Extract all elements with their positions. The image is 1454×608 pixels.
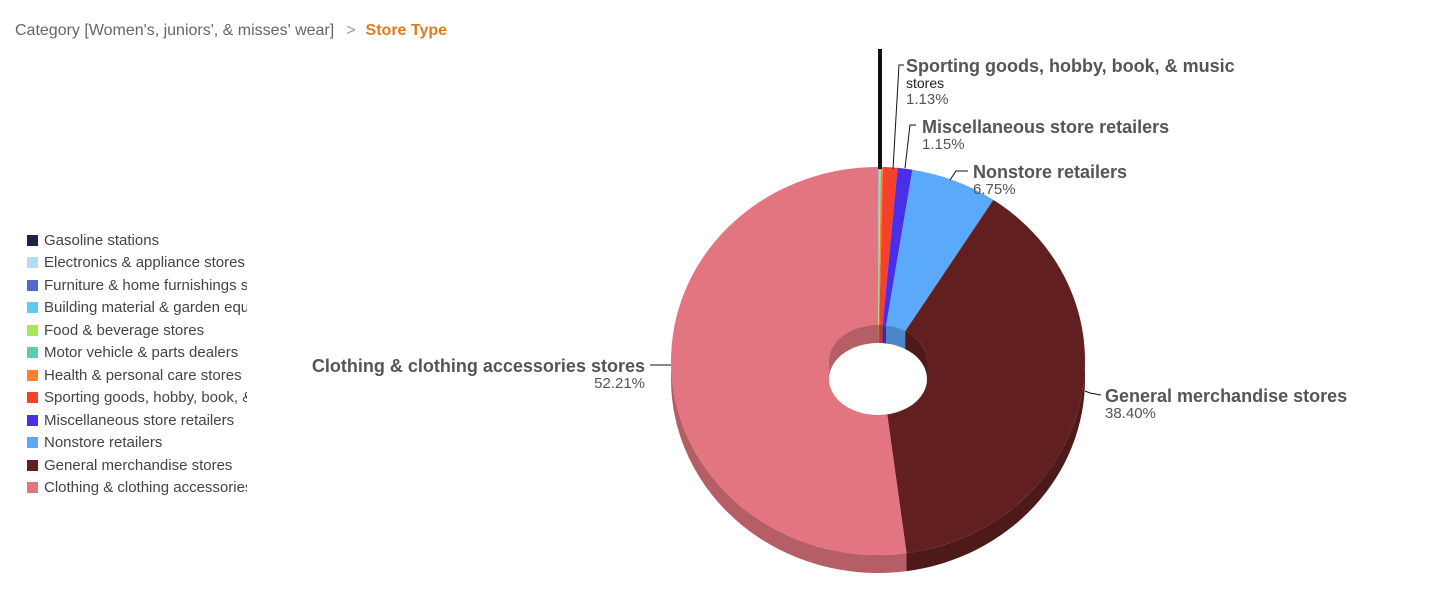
legend-swatch: [27, 257, 38, 269]
hole-wall-general-merchandise-stores: [905, 331, 927, 379]
legend-swatch: [27, 459, 38, 471]
legend-label: Sporting goods, hobby, book, & music sto…: [44, 389, 247, 407]
breadcrumb-parent-link[interactable]: Category [Women's, juniors', & misses' w…: [15, 22, 335, 39]
donut-hole: [829, 325, 927, 415]
label-connector: [892, 64, 904, 170]
legend-item-food-beverage-stores[interactable]: Food & beverage stores: [27, 319, 247, 342]
legend-label: Nonstore retailers: [44, 434, 163, 452]
data-label: Nonstore retailers: [973, 162, 1127, 182]
legend-item-sporting-goods-hobby-book-music-stores[interactable]: Sporting goods, hobby, book, & music sto…: [27, 387, 247, 410]
legend-swatch: [27, 324, 38, 336]
legend-item-general-merchandise-stores[interactable]: General merchandise stores: [27, 454, 247, 477]
legend-swatch: [27, 482, 38, 494]
data-label: stores: [906, 75, 944, 91]
data-label: General merchandise stores: [1105, 386, 1347, 406]
legend-label: Furniture & home furnishings stores: [44, 276, 247, 294]
slice-motor-vehicle-parts-dealers[interactable]: [878, 167, 881, 326]
legend-swatch: [27, 347, 38, 359]
legend-swatch: [27, 369, 38, 381]
slice-miscellaneous-store-retailers[interactable]: [882, 167, 913, 326]
chart-legend: Gasoline stations Electronics & appliance…: [27, 229, 247, 499]
legend-label: General merchandise stores: [44, 456, 233, 474]
data-label: Miscellaneous store retailers: [922, 117, 1169, 137]
legend-label: Miscellaneous store retailers: [44, 411, 235, 429]
hole-wall-sporting-goods-hobby-book-music-stores: [879, 325, 883, 344]
data-label: Clothing & clothing accessories stores: [312, 356, 645, 376]
legend-label: Building material & garden equipment & s…: [44, 299, 247, 317]
legend-swatch: [27, 414, 38, 426]
slice-general-merchandise-stores[interactable]: [884, 199, 1085, 554]
slice-side-general-merchandise-stores: [906, 361, 1085, 572]
breadcrumb-current: Store Type: [365, 22, 448, 39]
legend-label: Gasoline stations: [44, 231, 160, 249]
legend-item-miscellaneous-store-retailers[interactable]: Miscellaneous store retailers: [27, 409, 247, 432]
data-label: 38.40%: [1105, 405, 1156, 422]
breadcrumb-separator-icon: >: [346, 22, 356, 39]
slice-building-material-garden-equipment-supplies-dealers[interactable]: [878, 167, 880, 326]
legend-swatch: [27, 279, 38, 291]
legend-label: Food & beverage stores: [44, 321, 205, 339]
data-label: Sporting goods, hobby, book, & music: [906, 56, 1235, 76]
data-label: 52.21%: [594, 375, 645, 392]
data-label: 6.75%: [973, 181, 1016, 198]
legend-swatch: [27, 234, 38, 246]
legend-swatch: [27, 302, 38, 314]
slice-clothing-clothing-accessories-stores[interactable]: [671, 167, 907, 555]
hole-wall-nonstore-retailers: [886, 325, 906, 350]
legend-swatch: [27, 392, 38, 404]
slice-nonstore-retailers[interactable]: [886, 169, 994, 332]
legend-swatch: [27, 437, 38, 449]
legend-item-clothing-clothing-accessories-stores[interactable]: Clothing & clothing accessories stores: [27, 477, 247, 500]
legend-item-electronics-appliance-stores[interactable]: Electronics & appliance stores: [27, 252, 247, 275]
label-connector: [1084, 390, 1102, 396]
legend-label: Clothing & clothing accessories stores: [44, 479, 247, 497]
slice-furniture-home-furnishings-stores[interactable]: [878, 167, 879, 326]
legend-label: Motor vehicle & parts dealers: [44, 344, 239, 362]
label-connector: [904, 124, 916, 169]
legend-item-gasoline-stations[interactable]: Gasoline stations: [27, 229, 247, 252]
legend-item-motor-vehicle-parts-dealers[interactable]: Motor vehicle & parts dealers: [27, 342, 247, 365]
hole-wall-miscellaneous-store-retailers: [882, 325, 887, 344]
legend-item-nonstore-retailers[interactable]: Nonstore retailers: [27, 432, 247, 455]
label-connector: [949, 170, 968, 181]
legend-label: Electronics & appliance stores: [44, 254, 245, 272]
legend-item-building-material-garden-equipment-supplies-dealers[interactable]: Building material & garden equipment & s…: [27, 297, 247, 320]
slice-food-beverage-stores[interactable]: [878, 167, 881, 326]
breadcrumb: Category [Women's, juniors', & misses' w…: [15, 22, 447, 40]
legend-item-health-personal-care-stores[interactable]: Health & personal care stores: [27, 364, 247, 387]
legend-item-furniture-home-furnishings-stores[interactable]: Furniture & home furnishings stores: [27, 274, 247, 297]
data-label: 1.13%: [906, 91, 949, 108]
slice-sporting-goods-hobby-book-music-stores[interactable]: [879, 167, 898, 326]
slice-health-personal-care-stores[interactable]: [878, 167, 883, 326]
hole-opening: [829, 343, 927, 415]
legend-label: Health & personal care stores: [44, 366, 242, 384]
hole-wall-clothing-clothing-accessories-stores: [829, 325, 878, 379]
data-label: 1.15%: [922, 136, 965, 153]
